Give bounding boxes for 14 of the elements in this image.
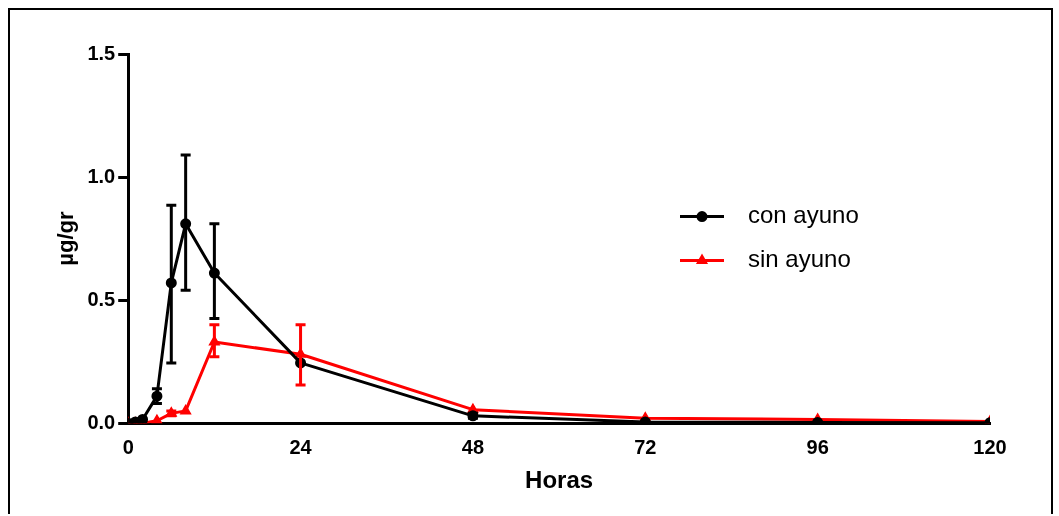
y-tick-label: 1.5: [87, 41, 116, 64]
x-tick-label: 72: [634, 435, 657, 458]
x-tick-label: 0: [122, 435, 134, 458]
y-axis-title: µg/gr: [53, 211, 79, 266]
legend-label: con ayuno: [748, 201, 859, 229]
y-tick-label: 0.0: [87, 410, 116, 433]
x-tick-label: 120: [973, 435, 1007, 458]
y-tick-label: 0.5: [87, 287, 116, 310]
x-tick-label: 96: [806, 435, 829, 458]
x-tick-label: 24: [289, 435, 313, 458]
y-tick-label: 1.0: [87, 164, 116, 187]
x-axis-title: Horas: [525, 466, 594, 494]
x-tick-label: 48: [461, 435, 485, 458]
legend-label: sin ayuno: [748, 245, 851, 273]
